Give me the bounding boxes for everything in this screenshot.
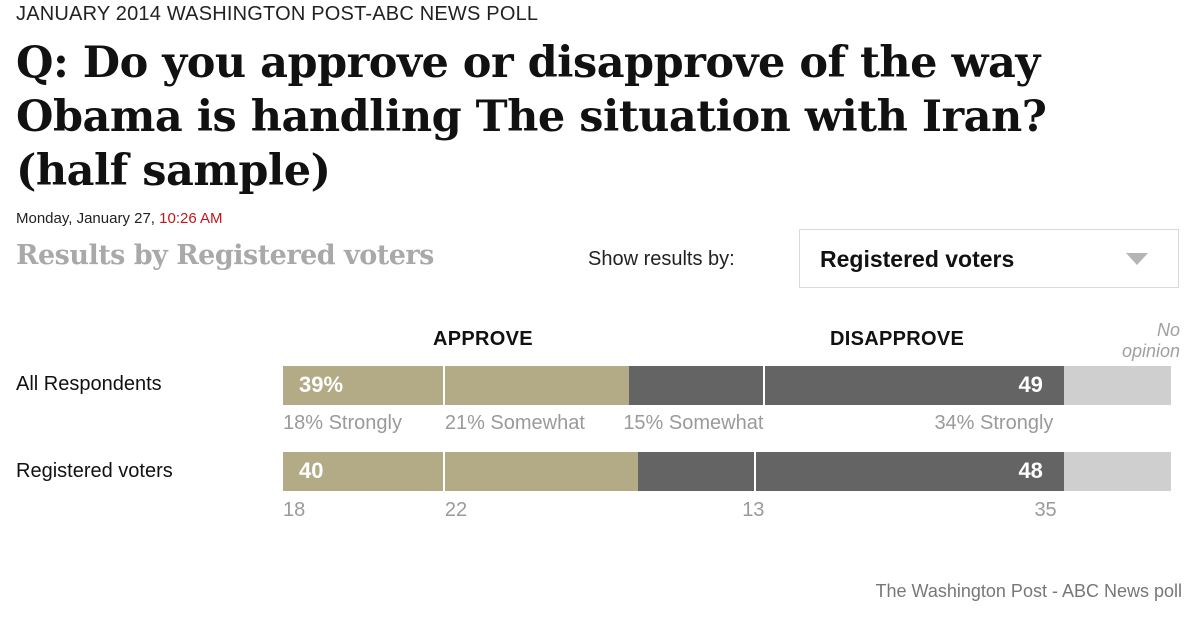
date-text: Monday, January 27, bbox=[16, 210, 160, 227]
no-opinion-line1: No bbox=[1156, 320, 1180, 340]
sub-label-disapprove-somewhat: 13 bbox=[742, 499, 765, 521]
bar-value-approve: 39% bbox=[299, 372, 344, 397]
time-text: 10:26 AM bbox=[159, 210, 223, 227]
bar-value-approve: 40 bbox=[299, 458, 324, 483]
bar-approve-strongly bbox=[283, 452, 443, 491]
bar-value-disapprove: 49 bbox=[1018, 372, 1043, 397]
bar-disapprove-strongly bbox=[753, 452, 1065, 491]
bar-value-disapprove: 48 bbox=[1018, 458, 1043, 483]
row-label: Registered voters bbox=[16, 460, 173, 482]
sub-label-disapprove-strongly: 34% Strongly bbox=[934, 412, 1054, 434]
approve-header: APPROVE bbox=[433, 328, 533, 350]
bar-approve-strongly bbox=[283, 366, 443, 405]
sub-label-disapprove-somewhat: 15% Somewhat bbox=[623, 412, 764, 434]
show-results-label: Show results by: bbox=[588, 248, 735, 270]
no-opinion-line2: opinion bbox=[1121, 341, 1180, 361]
row-label: All Respondents bbox=[16, 373, 162, 395]
bar-approve-somewhat bbox=[442, 452, 639, 491]
question-headline: Q: Do you approve or disapprove of the w… bbox=[16, 38, 1047, 196]
disapprove-header: DISAPPROVE bbox=[830, 328, 965, 350]
bar-approve-somewhat bbox=[442, 366, 630, 405]
bar-no-opinion bbox=[1064, 452, 1171, 491]
dropdown-selected-value: Registered voters bbox=[820, 246, 1015, 272]
no-opinion-header: No opinion bbox=[1110, 320, 1180, 362]
sub-label-disapprove-strongly: 35 bbox=[1034, 499, 1057, 521]
sub-label-approve-somewhat: 21% Somewhat bbox=[444, 412, 585, 434]
dateline: Monday, January 27, 10:26 AM bbox=[16, 210, 223, 227]
bar-no-opinion bbox=[1064, 366, 1171, 405]
bar-disapprove-somewhat bbox=[629, 366, 763, 405]
chevron-down-icon bbox=[1126, 253, 1148, 265]
results-filter-dropdown[interactable]: Registered voters bbox=[799, 229, 1179, 288]
source-credit: The Washington Post - ABC News poll bbox=[875, 581, 1182, 601]
sub-label-approve-strongly: 18% Strongly bbox=[283, 412, 402, 434]
sub-label-approve-strongly: 18 bbox=[283, 499, 306, 521]
sub-label-approve-somewhat: 22 bbox=[444, 499, 468, 521]
bar-disapprove-somewhat bbox=[638, 452, 754, 491]
poll-kicker: JANUARY 2014 WASHINGTON POST-ABC NEWS PO… bbox=[16, 3, 539, 25]
results-subhead: Results by Registered voters bbox=[16, 240, 434, 271]
bar-disapprove-strongly bbox=[762, 366, 1065, 405]
